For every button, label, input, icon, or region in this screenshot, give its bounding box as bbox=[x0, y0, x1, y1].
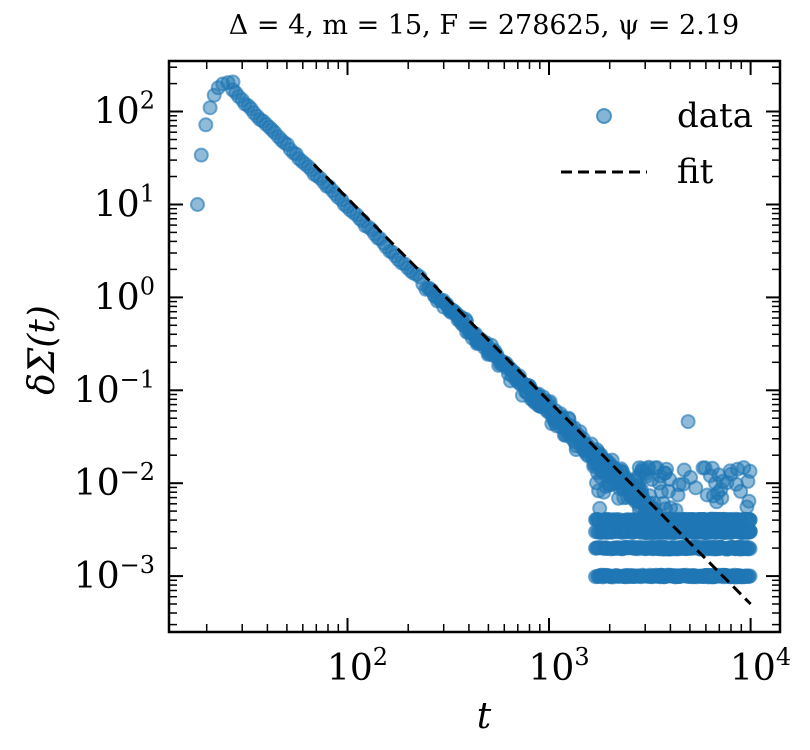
y-tick-label: 10−2 bbox=[74, 458, 155, 504]
data-point bbox=[742, 568, 758, 584]
y-tick-label: 10−1 bbox=[74, 365, 155, 411]
legend-fit-label: fit bbox=[677, 152, 714, 192]
chart-title: Δ = 4, m = 15, F = 278625, ψ = 2.19 bbox=[229, 10, 739, 41]
data-point bbox=[594, 463, 610, 479]
y-axis-label: δΣ(t) bbox=[22, 305, 63, 395]
data-point bbox=[742, 512, 758, 528]
x-tick-label: 104 bbox=[730, 643, 791, 689]
data-point bbox=[714, 490, 730, 506]
x-tick-label: 103 bbox=[529, 643, 590, 689]
data-point bbox=[636, 568, 652, 584]
data-point bbox=[561, 410, 577, 426]
y-tick-label: 102 bbox=[94, 87, 155, 133]
data-layer bbox=[190, 74, 758, 585]
legend-data-label: data bbox=[677, 96, 753, 136]
data-point bbox=[742, 541, 758, 557]
legend-data-marker bbox=[596, 108, 612, 124]
x-axis-label: t bbox=[477, 696, 492, 737]
data-point bbox=[741, 493, 757, 509]
data-point bbox=[626, 486, 642, 502]
fit-layer bbox=[312, 163, 752, 606]
data-point bbox=[733, 483, 749, 499]
data-point bbox=[202, 100, 218, 116]
y-tick-label: 100 bbox=[94, 272, 155, 318]
y-tick-label: 101 bbox=[94, 179, 155, 225]
data-point bbox=[688, 480, 704, 496]
data-point bbox=[193, 147, 209, 163]
ticks-layer bbox=[169, 61, 780, 632]
data-point bbox=[680, 414, 696, 430]
data-point bbox=[190, 197, 205, 212]
tick-labels: 102 103 104 102 101 100 10−1 10−2 10−3 bbox=[74, 87, 791, 689]
data-point bbox=[715, 473, 731, 489]
data-point bbox=[198, 117, 214, 133]
legend: data fit bbox=[561, 96, 753, 192]
x-tick-label: 102 bbox=[327, 643, 388, 689]
fit-line bbox=[312, 163, 752, 606]
data-point bbox=[609, 470, 625, 486]
data-point bbox=[742, 463, 758, 479]
data-point bbox=[611, 490, 626, 506]
y-tick-label: 10−3 bbox=[74, 551, 155, 597]
data-point bbox=[742, 524, 758, 540]
